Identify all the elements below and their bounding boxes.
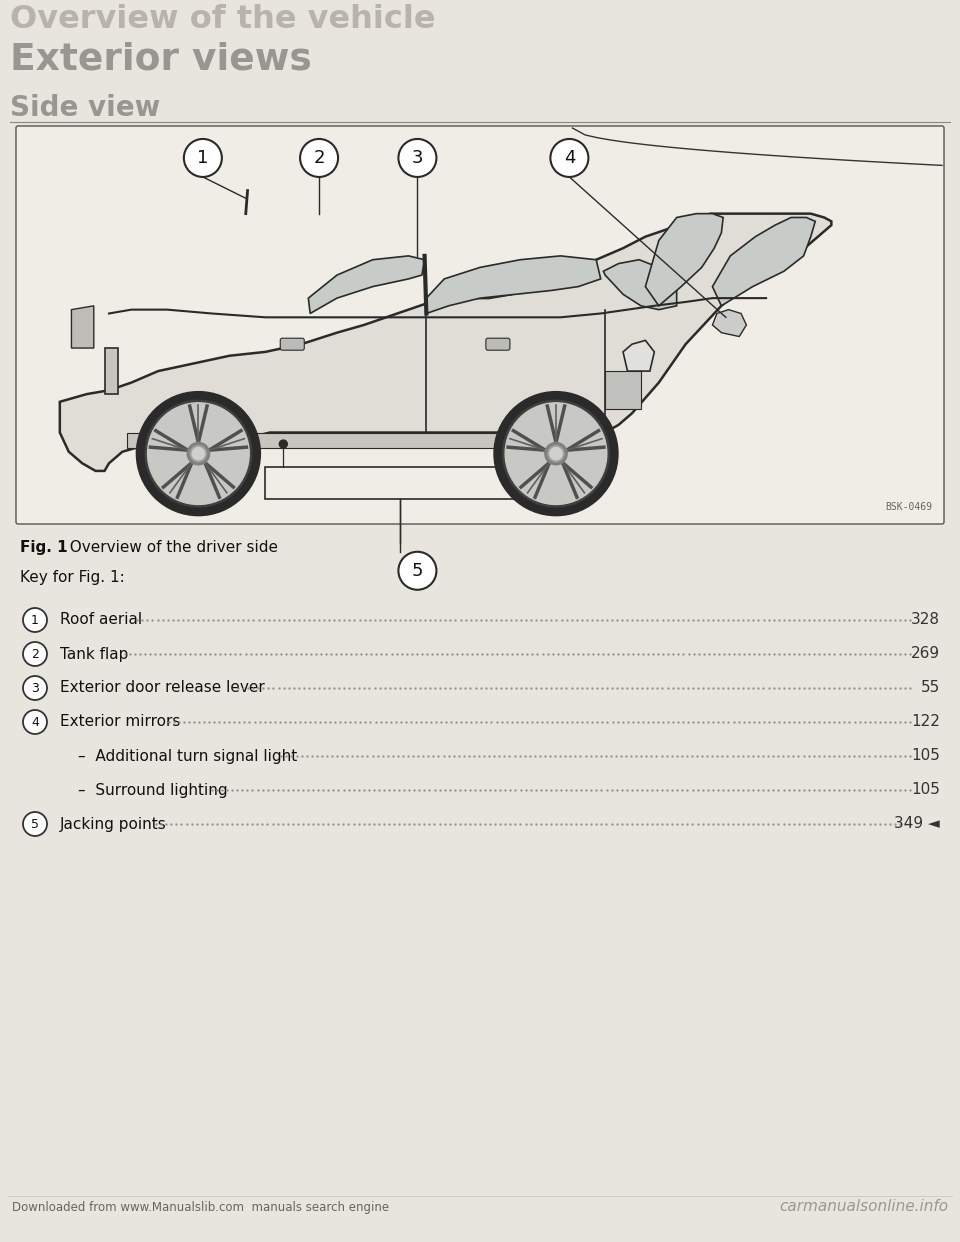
Text: 4: 4: [564, 149, 575, 166]
Text: 105: 105: [911, 782, 940, 797]
Text: 269: 269: [911, 647, 940, 662]
Circle shape: [398, 551, 437, 590]
Polygon shape: [712, 309, 747, 337]
Text: 5: 5: [31, 817, 39, 831]
Text: Tank flap: Tank flap: [60, 647, 129, 662]
Circle shape: [494, 391, 618, 515]
Text: Exterior views: Exterior views: [10, 42, 312, 78]
Text: Key for Fig. 1:: Key for Fig. 1:: [20, 570, 125, 585]
Circle shape: [545, 442, 567, 465]
Circle shape: [23, 609, 47, 632]
FancyBboxPatch shape: [486, 338, 510, 350]
Text: 55: 55: [921, 681, 940, 696]
Text: Overview of the vehicle: Overview of the vehicle: [10, 4, 436, 35]
Text: Exterior door release lever: Exterior door release lever: [60, 681, 265, 696]
Polygon shape: [712, 217, 815, 306]
Circle shape: [187, 442, 209, 465]
Circle shape: [279, 440, 287, 448]
Text: 4: 4: [31, 715, 39, 729]
Polygon shape: [426, 256, 601, 313]
Text: 3: 3: [31, 682, 39, 694]
Polygon shape: [71, 306, 94, 348]
Circle shape: [190, 446, 206, 462]
Polygon shape: [60, 214, 831, 471]
Polygon shape: [127, 432, 539, 448]
Polygon shape: [645, 214, 723, 306]
Text: 5: 5: [412, 561, 423, 580]
FancyBboxPatch shape: [16, 125, 944, 524]
Text: carmanualsonline.info: carmanualsonline.info: [779, 1199, 948, 1213]
Text: 105: 105: [911, 749, 940, 764]
Polygon shape: [604, 260, 677, 309]
Circle shape: [23, 710, 47, 734]
Circle shape: [184, 139, 222, 176]
Polygon shape: [623, 340, 655, 371]
Text: Jacking points: Jacking points: [60, 816, 167, 831]
Text: Exterior mirrors: Exterior mirrors: [60, 714, 180, 729]
Circle shape: [23, 642, 47, 666]
Text: 2: 2: [31, 647, 39, 661]
Circle shape: [300, 139, 338, 176]
FancyBboxPatch shape: [280, 338, 304, 350]
Text: 3: 3: [412, 149, 423, 166]
Circle shape: [505, 402, 607, 504]
Text: Downloaded from www.Manualslib.com  manuals search engine: Downloaded from www.Manualslib.com manua…: [12, 1201, 389, 1213]
Circle shape: [550, 447, 563, 460]
Text: 122: 122: [911, 714, 940, 729]
Text: 2: 2: [313, 149, 324, 166]
Text: Overview of the driver side: Overview of the driver side: [60, 540, 278, 555]
Circle shape: [136, 391, 260, 515]
Circle shape: [512, 440, 519, 448]
Text: Roof aerial: Roof aerial: [60, 612, 142, 627]
Circle shape: [145, 400, 252, 507]
Circle shape: [503, 400, 610, 507]
Circle shape: [23, 812, 47, 836]
Circle shape: [398, 139, 437, 176]
Text: –  Surround lighting: – Surround lighting: [78, 782, 228, 797]
Bar: [605, 371, 641, 410]
Text: Fig. 1: Fig. 1: [20, 540, 67, 555]
Polygon shape: [105, 348, 118, 394]
Bar: [265, 467, 534, 499]
Text: 1: 1: [197, 149, 208, 166]
Circle shape: [148, 402, 250, 504]
Circle shape: [548, 446, 564, 462]
Text: 349 ◄: 349 ◄: [895, 816, 940, 831]
Polygon shape: [308, 256, 424, 313]
Circle shape: [192, 447, 204, 460]
Text: BSK-0469: BSK-0469: [885, 502, 932, 512]
Text: Side view: Side view: [10, 94, 160, 122]
Text: 328: 328: [911, 612, 940, 627]
Text: –  Additional turn signal light: – Additional turn signal light: [78, 749, 298, 764]
Text: 1: 1: [31, 614, 39, 626]
Circle shape: [550, 139, 588, 176]
Circle shape: [23, 676, 47, 700]
